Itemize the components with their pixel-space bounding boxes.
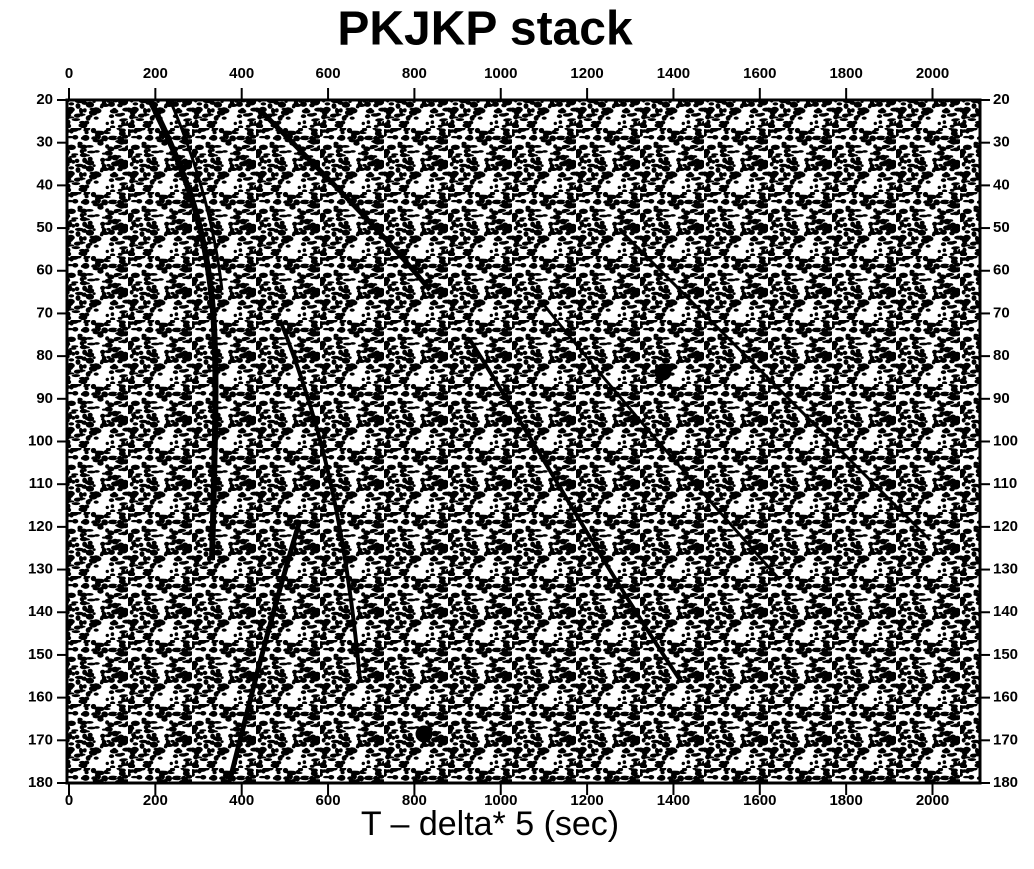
x-axis-label: T – delta* 5 (sec) [361, 805, 619, 843]
phase-curves [147, 100, 932, 781]
y-tick-label-right: 50 [993, 219, 1010, 236]
y-tick-label-left: 130 [28, 561, 53, 578]
x-tick-label-bottom: 1200 [570, 792, 603, 809]
phase-curve [227, 519, 303, 781]
y-tick-label-right: 100 [993, 432, 1018, 449]
y-tick-label-left: 120 [28, 518, 53, 535]
x-tick-label-bottom: 2000 [916, 792, 949, 809]
chart-title: PKJKP stack [337, 3, 633, 56]
x-tick-label-bottom: 0 [65, 792, 73, 809]
y-tick-label-left: 160 [28, 689, 53, 706]
y-tick-label-right: 180 [993, 774, 1018, 791]
x-tick-label-bottom: 1400 [657, 792, 690, 809]
y-tick-label-right: 40 [993, 176, 1010, 193]
y-tick-label-left: 60 [36, 262, 53, 279]
y-tick-label-right: 150 [993, 646, 1018, 663]
y-tick-label-right: 120 [993, 518, 1018, 535]
x-tick-label-bottom: 1800 [829, 792, 862, 809]
seismic-texture [67, 100, 980, 783]
y-tick-label-left: 30 [36, 134, 53, 151]
y-tick-label-right: 110 [993, 475, 1017, 492]
axes: 0 0 200 200 400 400 600 600 800 800 1000 1000 1200 12… [28, 65, 1018, 809]
y-tick-label-left: 150 [28, 646, 53, 663]
blob [654, 363, 672, 381]
x-tick-label-top: 1000 [484, 65, 517, 82]
y-tick-label-left: 70 [36, 304, 53, 321]
y-tick-label-right: 130 [993, 561, 1018, 578]
y-tick-label-right: 20 [993, 91, 1010, 108]
y-tick-label-right: 30 [993, 134, 1010, 151]
x-tick-label-bottom: 600 [316, 792, 341, 809]
y-tick-label-left: 80 [36, 347, 53, 364]
phase-curve [168, 100, 224, 291]
y-tick-label-left: 170 [28, 731, 53, 748]
x-tick-label-top: 2000 [916, 65, 949, 82]
y-tick-label-left: 180 [28, 774, 53, 791]
x-tick-label-top: 1200 [570, 65, 603, 82]
y-tick-label-left: 140 [28, 603, 53, 620]
y-tick-label-left: 90 [36, 390, 53, 407]
phase-curve [147, 100, 219, 561]
y-tick-label-left: 20 [36, 91, 53, 108]
y-tick-label-right: 60 [993, 262, 1010, 279]
blob [415, 725, 433, 743]
x-tick-label-bottom: 1000 [484, 792, 517, 809]
x-tick-label-top: 600 [316, 65, 341, 82]
x-tick-label-top: 400 [229, 65, 254, 82]
x-tick-label-top: 1800 [829, 65, 862, 82]
x-tick-label-top: 0 [65, 65, 73, 82]
x-tick-label-bottom: 1600 [743, 792, 776, 809]
phase-curve [278, 319, 362, 681]
y-tick-label-right: 160 [993, 689, 1018, 706]
y-tick-label-right: 170 [993, 731, 1018, 748]
x-tick-label-top: 800 [402, 65, 427, 82]
x-tick-label-bottom: 400 [229, 792, 254, 809]
y-tick-label-right: 80 [993, 347, 1010, 364]
phase-curve [618, 228, 932, 542]
phase-curve [468, 338, 682, 682]
y-tick-label-right: 90 [993, 390, 1010, 407]
y-tick-label-left: 50 [36, 219, 53, 236]
x-tick-label-top: 1400 [657, 65, 690, 82]
y-tick-label-right: 140 [993, 603, 1018, 620]
x-tick-label-bottom: 800 [402, 792, 427, 809]
y-tick-label-left: 100 [28, 432, 53, 449]
phase-curve [258, 108, 432, 292]
x-tick-label-top: 1600 [743, 65, 776, 82]
y-tick-label-left: 40 [36, 176, 53, 193]
y-tick-label-left: 110 [29, 475, 53, 492]
x-tick-label-bottom: 200 [143, 792, 168, 809]
phase-curve [538, 299, 782, 581]
y-tick-label-right: 70 [993, 304, 1010, 321]
x-tick-label-top: 200 [143, 65, 168, 82]
